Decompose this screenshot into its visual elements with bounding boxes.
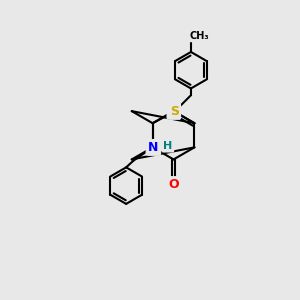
Text: N: N [149,141,159,154]
Text: O: O [168,178,179,191]
Text: CH₃: CH₃ [190,31,210,41]
Text: S: S [170,105,179,118]
Text: H: H [163,141,172,151]
Text: N: N [168,105,179,118]
Text: N: N [148,141,158,154]
